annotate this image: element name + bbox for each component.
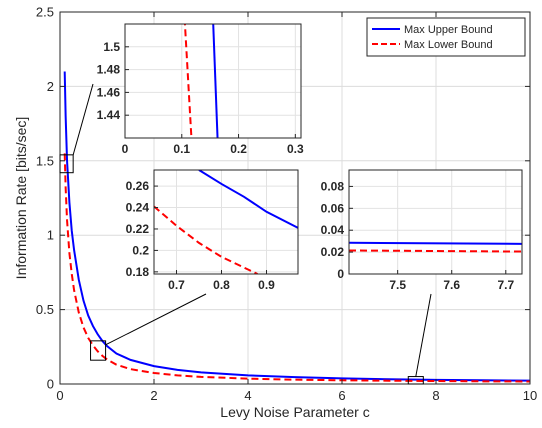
- inset-x-tick-label: 0.1: [173, 142, 190, 156]
- zoom-connector-line: [415, 293, 432, 377]
- inset-series-line-upper-bound: [212, 24, 219, 138]
- inset-frame: [348, 169, 523, 275]
- inset-y-tick-label: 1.48: [97, 63, 121, 77]
- inset-series-line-upper-bound: [349, 241, 522, 245]
- inset-y-tick-label: 0.18: [126, 265, 150, 279]
- inset-plot-2: 0.7 0.8 0.9 0.18 0.2 0.22 0.24 0.26: [126, 169, 299, 292]
- inset-frame: [153, 169, 299, 275]
- inset-plot-3: 7.5 7.6 7.7 0 0.02 0.04 0.06 0.08: [321, 169, 523, 292]
- inset-y-tick-label: 0.02: [321, 245, 345, 259]
- inset-x-tick-label: 0.9: [258, 278, 275, 292]
- inset-y-tick-label: 0.04: [321, 223, 345, 237]
- zoom-region-marker: [90, 340, 107, 361]
- zoom-connector-line: [105, 293, 207, 346]
- y-tick-label: 2: [47, 79, 54, 94]
- inset-x-tick-label: 0: [122, 142, 129, 156]
- legend-box: [366, 17, 526, 57]
- x-tick-label: 4: [244, 388, 251, 403]
- y-tick-label: 0.5: [36, 302, 54, 317]
- inset-x-tick-label: 0.7: [168, 278, 185, 292]
- inset-y-tick-label: 0.24: [126, 201, 150, 215]
- main-axes-layer: 0 2 4 6 8 10 0 0.5 1 1.5 2 2.5 Levy Noise Parameter …: [13, 5, 537, 421]
- series-line-upper-bound: [63, 71, 530, 382]
- inset-x-tick-label: 0.3: [287, 142, 304, 156]
- inset-y-tick-label: 0.08: [321, 179, 345, 193]
- zoom-connector-line: [72, 83, 94, 155]
- x-tick-label: 2: [150, 388, 157, 403]
- inset-series-line-upper-bound: [198, 170, 298, 229]
- inset-series-line-lower-bound: [154, 205, 258, 274]
- x-tick-label: 10: [523, 388, 537, 403]
- legend-label-upper-bound: Max Upper Bound: [404, 24, 493, 36]
- zoom-region-marker: [407, 376, 424, 385]
- inset-x-tick-label: 7.6: [443, 278, 460, 292]
- inset-series-line-lower-bound: [183, 24, 193, 138]
- plot-frame: [59, 11, 531, 385]
- inset-plot-1: 0 0.1 0.2 0.3 1.44 1.46 1.48 1.5: [97, 23, 304, 156]
- x-tick-label: 6: [338, 388, 345, 403]
- inset-x-tick-label: 0.2: [230, 142, 247, 156]
- legend-label-lower-bound: Max Lower Bound: [404, 39, 493, 51]
- inset-y-tick-label: 1.5: [103, 40, 120, 54]
- inset-frame: [124, 23, 302, 139]
- inset-series-line-lower-bound: [349, 249, 522, 253]
- zoom-markers-layer: [59, 83, 432, 385]
- x-axis-label: Levy Noise Parameter c: [220, 404, 369, 420]
- y-tick-label: 2.5: [36, 5, 54, 20]
- inset-x-tick-label: 7.7: [497, 278, 514, 292]
- inset-y-tick-label: 1.44: [97, 108, 121, 122]
- inset-x-tick-label: 7.5: [389, 278, 406, 292]
- inset-y-tick-label: 0.26: [126, 179, 150, 193]
- y-tick-label: 1: [47, 228, 54, 243]
- inset-y-tick-label: 0.22: [126, 222, 150, 236]
- y-axis-label: Information Rate [bits/sec]: [13, 117, 29, 280]
- inset-y-tick-label: 0: [337, 267, 344, 281]
- zoom-region-marker: [59, 154, 74, 174]
- insets-layer: 0 0.1 0.2 0.31.441.461.481.50.7 0.8 0.90.180.…: [97, 23, 523, 292]
- inset-x-tick-label: 0.8: [213, 278, 230, 292]
- inset-y-tick-label: 1.46: [97, 85, 121, 99]
- inset-y-tick-label: 0.06: [321, 201, 345, 215]
- inset-background: [349, 170, 522, 274]
- legend: Max Upper Bound Max Lower Bound: [366, 17, 526, 57]
- x-tick-label: 0: [56, 388, 63, 403]
- y-tick-label: 1.5: [36, 153, 54, 168]
- x-tick-label: 8: [432, 388, 439, 403]
- inset-y-tick-label: 0.2: [132, 243, 149, 257]
- y-tick-label: 0: [47, 377, 54, 392]
